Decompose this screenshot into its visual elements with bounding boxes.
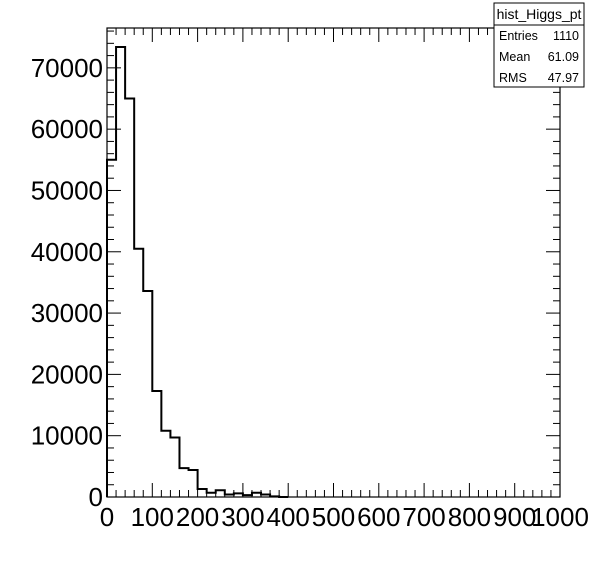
y-tick-labels: 0 10000 20000 30000 40000 50000 60000 70000	[31, 53, 103, 512]
axis-ticks	[106, 28, 561, 498]
y-tick-label: 40000	[31, 237, 103, 267]
stats-rms-value: 47.97	[548, 71, 579, 85]
x-tick-label: 300	[221, 502, 264, 532]
y-tick-label: 60000	[31, 114, 103, 144]
y-tick-label: 20000	[31, 359, 103, 389]
stats-mean-label: Mean	[499, 50, 530, 64]
x-tick-label: 100	[131, 502, 174, 532]
x-tick-label: 400	[267, 502, 310, 532]
y-tick-label: 50000	[31, 175, 103, 205]
x-tick-label: 200	[176, 502, 219, 532]
stats-rms-label: RMS	[499, 71, 527, 85]
x-tick-label: 700	[402, 502, 445, 532]
stats-box: hist_Higgs_pt Entries 1110 Mean 61.09 RM…	[493, 2, 585, 88]
y-tick-label: 70000	[31, 53, 103, 83]
stats-title: hist_Higgs_pt	[497, 6, 582, 22]
x-tick-label: 500	[312, 502, 355, 532]
x-tick-label: 900	[493, 502, 536, 532]
y-tick-label: 10000	[31, 421, 103, 451]
stats-mean-value: 61.09	[548, 50, 579, 64]
plot-frame	[106, 27, 561, 498]
x-tick-label: 600	[357, 502, 400, 532]
stats-entries-value: 1110	[553, 29, 579, 43]
x-tick-label: 800	[448, 502, 491, 532]
x-tick-label: 0	[100, 502, 114, 532]
stats-entries-label: Entries	[499, 29, 538, 43]
y-tick-label: 0	[89, 482, 103, 512]
x-tick-label: 1000	[531, 502, 589, 532]
y-tick-label: 30000	[31, 298, 103, 328]
histogram-outline	[106, 46, 289, 498]
